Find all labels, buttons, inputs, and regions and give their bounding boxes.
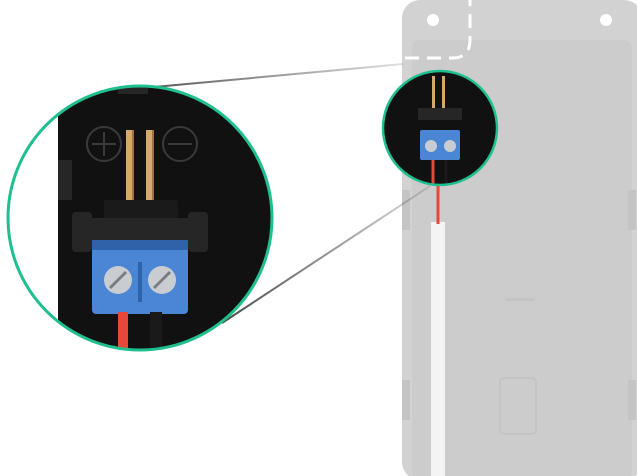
side-notch-right-lower: [628, 380, 636, 420]
side-notch-right: [628, 190, 636, 230]
terminal-block: [92, 240, 188, 314]
header-pins: [126, 130, 154, 208]
bottom-button-outline: [499, 377, 537, 435]
minus-symbol-icon: [162, 126, 198, 162]
pin-header-base: [104, 200, 178, 220]
mount-hole-right: [600, 14, 612, 26]
side-notch-left-lower: [402, 380, 410, 420]
callout-ring: [6, 84, 274, 352]
vent-slot: [505, 298, 535, 301]
clip-right: [188, 212, 208, 252]
red-wire: [118, 312, 128, 350]
magnified-callout: [6, 84, 274, 352]
white-cable: [431, 222, 445, 476]
black-wire: [150, 312, 162, 350]
screw-icon: [104, 266, 132, 294]
callout-line-top: [121, 63, 404, 91]
side-notch-left: [402, 190, 410, 230]
screw-icon: [148, 266, 176, 294]
mount-hole-left: [427, 14, 439, 26]
small-callout: [381, 69, 499, 187]
dashed-cutout: [405, 0, 472, 60]
clip-left: [72, 212, 92, 252]
plus-symbol-icon: [86, 126, 122, 162]
callout-line-bottom: [221, 185, 431, 324]
